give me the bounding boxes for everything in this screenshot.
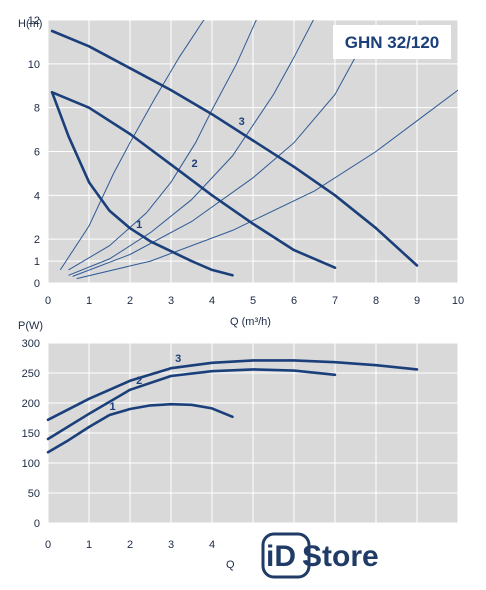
head-series	[50, 29, 419, 277]
x-tick-label: 3	[168, 539, 174, 551]
series-label-2: 2	[192, 158, 198, 170]
system-curve	[76, 89, 458, 280]
y-tick-label: 0	[34, 518, 40, 530]
x-tick-label: 4	[209, 295, 215, 307]
y-tick-label: 250	[22, 368, 40, 380]
power-y-tick-labels: 0 50 100 150 200 250 300	[22, 338, 40, 530]
series-curve-2	[50, 91, 337, 269]
y-tick-label: 100	[22, 458, 40, 470]
model-title: GHN 32/120	[345, 33, 440, 52]
system-curve	[59, 20, 205, 271]
x-tick-label: 0	[45, 295, 51, 307]
x-tick-label: 2	[127, 539, 133, 551]
series-curve-3	[46, 359, 419, 422]
series-label-3: 3	[175, 353, 181, 365]
head-grid	[47, 19, 459, 284]
power-series	[46, 359, 419, 454]
head-x-tick-labels: 0 1 2 3 4 5 6 7 8 9 10	[45, 295, 464, 307]
y-tick-label: 2	[34, 234, 40, 246]
x-tick-label: 2	[127, 295, 133, 307]
x-tick-label: 7	[332, 295, 338, 307]
head-series-labels: 1 2 3	[136, 116, 245, 231]
system-curve	[72, 41, 365, 277]
y-tick-label: 0	[34, 278, 40, 290]
logo-text: iD Store	[266, 540, 379, 573]
x-tick-label: 9	[414, 295, 420, 307]
x-tick-label: 1	[86, 539, 92, 551]
model-title-box	[333, 25, 451, 59]
series-curve-1	[50, 91, 234, 277]
y-tick-label: 300	[22, 338, 40, 350]
series-label-2: 2	[136, 375, 142, 387]
y-tick-label: 8	[34, 103, 40, 115]
y-tick-label: 150	[22, 428, 40, 440]
y-tick-label: 50	[28, 488, 40, 500]
power-series-labels: 1 2 3	[110, 353, 182, 413]
x-tick-label: 8	[373, 295, 379, 307]
y-tick-label: 1	[34, 256, 40, 268]
y-tick-label: 6	[34, 147, 40, 159]
system-curve	[68, 20, 314, 276]
series-label-3: 3	[239, 116, 245, 128]
x-tick-label: 0	[45, 539, 51, 551]
y-tick-label: 200	[22, 398, 40, 410]
power-x-axis-label: Q	[226, 559, 235, 571]
idstore-logo: iD Store	[250, 527, 486, 590]
logo-badge	[261, 532, 311, 579]
series-curve-1	[46, 402, 234, 454]
head-system-curves	[59, 20, 458, 280]
series-label-1: 1	[110, 401, 116, 413]
power-y-axis-label: P(W)	[18, 320, 43, 332]
x-tick-label: 10	[452, 295, 464, 307]
y-tick-label: 10	[28, 59, 40, 71]
power-grid	[47, 342, 459, 524]
series-curve-3	[50, 29, 419, 267]
x-tick-label: 6	[291, 295, 297, 307]
system-curve	[68, 20, 257, 271]
head-y-axis-label: H(m)	[18, 18, 42, 30]
x-tick-label: 3	[168, 295, 174, 307]
x-tick-label: 5	[250, 295, 256, 307]
x-tick-label: 1	[86, 295, 92, 307]
x-tick-label: 4	[209, 539, 215, 551]
y-tick-label: 4	[34, 190, 40, 202]
series-label-1: 1	[136, 219, 142, 231]
y-tick-label: 12	[28, 15, 40, 27]
head-x-axis-label: Q (m³/h)	[230, 316, 271, 328]
series-curve-2	[46, 368, 337, 441]
